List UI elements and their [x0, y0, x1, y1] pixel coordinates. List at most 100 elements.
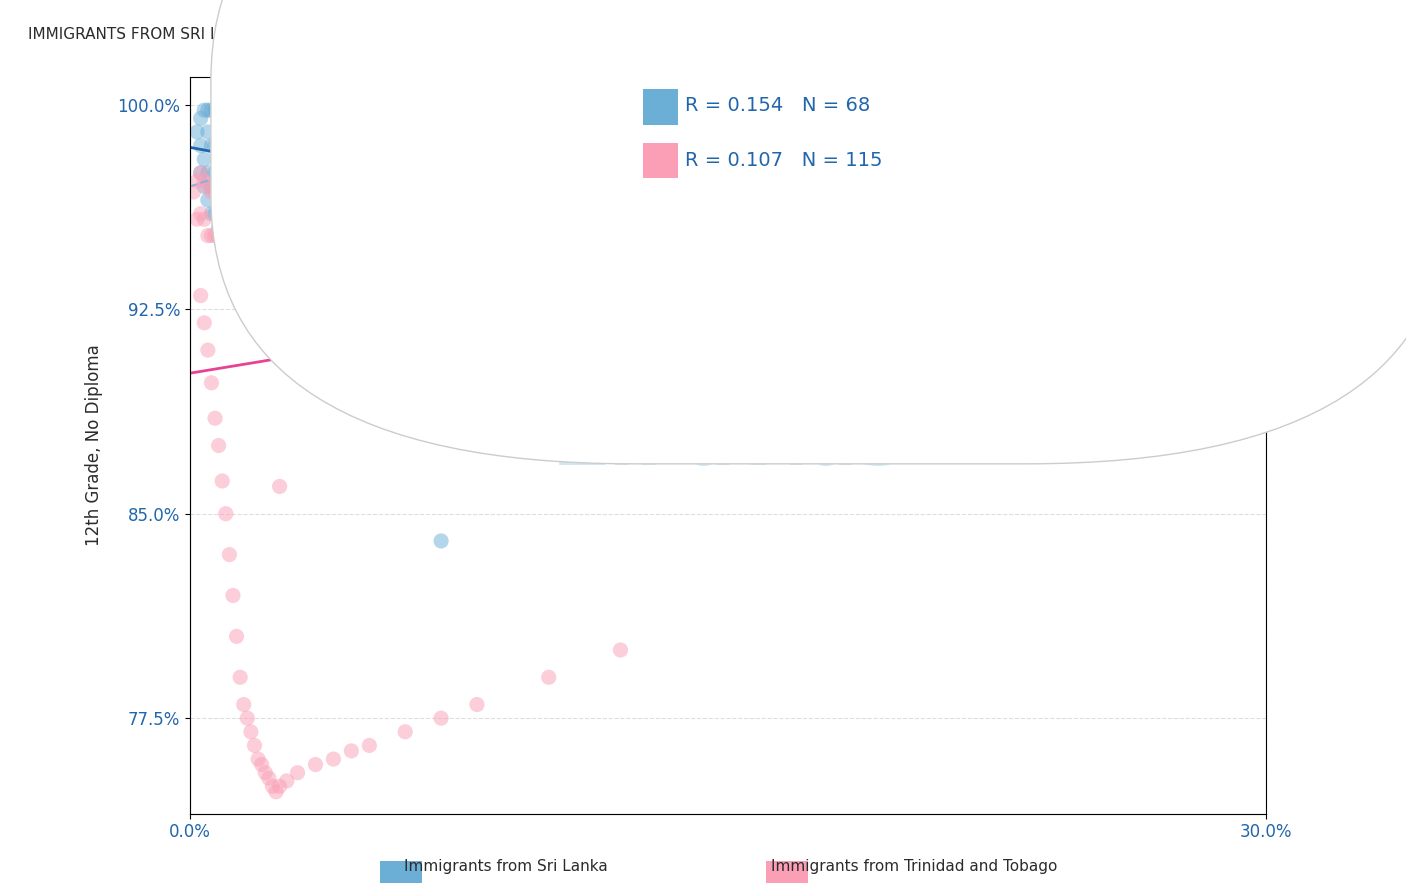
Immigrants from Trinidad and Tobago — [225, 234, 247, 248]
Immigrants from Sri Lanka — [280, 130, 302, 145]
Immigrants from Trinidad and Tobago — [574, 193, 596, 207]
Immigrants from Trinidad and Tobago — [264, 207, 287, 221]
Immigrants from Trinidad and Tobago — [243, 739, 266, 753]
Immigrants from Trinidad and Tobago — [269, 212, 291, 227]
Immigrants from Trinidad and Tobago — [1219, 193, 1241, 207]
Immigrants from Trinidad and Tobago — [340, 744, 363, 758]
Immigrants from Trinidad and Tobago — [211, 474, 233, 488]
Immigrants from Sri Lanka — [215, 179, 238, 194]
Immigrants from Trinidad and Tobago — [229, 234, 252, 248]
Immigrants from Trinidad and Tobago — [193, 316, 215, 330]
Immigrants from Sri Lanka — [193, 103, 215, 117]
Immigrants from Sri Lanka — [301, 130, 323, 145]
Immigrants from Trinidad and Tobago — [236, 193, 259, 207]
Immigrants from Sri Lanka — [200, 207, 222, 221]
Immigrants from Trinidad and Tobago — [250, 207, 273, 221]
Immigrants from Trinidad and Tobago — [207, 438, 229, 452]
Immigrants from Sri Lanka — [200, 179, 222, 194]
Immigrants from Sri Lanka — [322, 130, 344, 145]
Immigrants from Trinidad and Tobago — [197, 228, 219, 243]
Immigrants from Sri Lanka — [308, 130, 330, 145]
Immigrants from Trinidad and Tobago — [254, 212, 277, 227]
Immigrants from Sri Lanka — [236, 174, 259, 188]
Immigrants from Sri Lanka — [190, 166, 212, 180]
Immigrants from Sri Lanka — [239, 133, 262, 147]
Immigrants from Trinidad and Tobago — [215, 507, 238, 521]
Immigrants from Trinidad and Tobago — [465, 698, 488, 712]
Immigrants from Sri Lanka — [343, 130, 366, 145]
Immigrants from Sri Lanka — [207, 138, 229, 153]
Immigrants from Sri Lanka — [207, 193, 229, 207]
Immigrants from Trinidad and Tobago — [232, 193, 254, 207]
Text: R = 0.154   N = 68: R = 0.154 N = 68 — [685, 95, 870, 115]
Immigrants from Trinidad and Tobago — [609, 193, 631, 207]
Immigrants from Sri Lanka — [262, 130, 284, 145]
Immigrants from Trinidad and Tobago — [239, 207, 262, 221]
Immigrants from Trinidad and Tobago — [254, 765, 277, 780]
Immigrants from Sri Lanka — [276, 130, 298, 145]
Immigrants from Sri Lanka — [359, 130, 381, 145]
Immigrants from Trinidad and Tobago — [229, 193, 252, 207]
Immigrants from Sri Lanka — [229, 138, 252, 153]
Immigrants from Trinidad and Tobago — [315, 207, 337, 221]
Immigrants from Trinidad and Tobago — [247, 212, 270, 227]
Immigrants from Sri Lanka — [211, 207, 233, 221]
Immigrants from Sri Lanka — [287, 130, 309, 145]
Immigrants from Sri Lanka — [204, 103, 226, 117]
Immigrants from Trinidad and Tobago — [352, 207, 374, 221]
Immigrants from Sri Lanka — [190, 138, 212, 153]
Immigrants from Trinidad and Tobago — [269, 479, 291, 493]
Immigrants from Trinidad and Tobago — [236, 234, 259, 248]
Y-axis label: 12th Grade, No Diploma: 12th Grade, No Diploma — [86, 344, 103, 547]
Immigrants from Sri Lanka — [211, 138, 233, 153]
Immigrants from Trinidad and Tobago — [681, 193, 703, 207]
Immigrants from Trinidad and Tobago — [186, 174, 208, 188]
Immigrants from Sri Lanka — [271, 133, 294, 147]
Immigrants from Sri Lanka — [197, 166, 219, 180]
Immigrants from Sri Lanka — [207, 103, 229, 117]
Immigrants from Sri Lanka — [229, 174, 252, 188]
Immigrants from Trinidad and Tobago — [969, 193, 991, 207]
Immigrants from Trinidad and Tobago — [537, 198, 560, 212]
Immigrants from Sri Lanka — [207, 166, 229, 180]
Immigrants from Sri Lanka — [190, 112, 212, 126]
Immigrants from Trinidad and Tobago — [304, 757, 326, 772]
Immigrants from Trinidad and Tobago — [204, 411, 226, 425]
Immigrants from Trinidad and Tobago — [1112, 193, 1135, 207]
Immigrants from Sri Lanka — [264, 133, 287, 147]
Immigrants from Sri Lanka — [329, 130, 352, 145]
Immigrants from Trinidad and Tobago — [1076, 193, 1098, 207]
Text: Source: ZipAtlas.com: Source: ZipAtlas.com — [1244, 27, 1378, 40]
Immigrants from Trinidad and Tobago — [183, 185, 205, 199]
Immigrants from Trinidad and Tobago — [276, 212, 298, 227]
Immigrants from Trinidad and Tobago — [225, 193, 247, 207]
Immigrants from Trinidad and Tobago — [236, 711, 259, 725]
Immigrants from Trinidad and Tobago — [190, 288, 212, 302]
Immigrants from Trinidad and Tobago — [1237, 288, 1260, 302]
Immigrants from Trinidad and Tobago — [207, 185, 229, 199]
Immigrants from Trinidad and Tobago — [197, 179, 219, 194]
Immigrants from Trinidad and Tobago — [1147, 193, 1170, 207]
Immigrants from Trinidad and Tobago — [294, 207, 316, 221]
Immigrants from Trinidad and Tobago — [232, 698, 254, 712]
Immigrants from Sri Lanka — [225, 179, 247, 194]
Immigrants from Trinidad and Tobago — [359, 207, 381, 221]
Immigrants from Trinidad and Tobago — [789, 193, 811, 207]
Immigrants from Sri Lanka — [247, 133, 270, 147]
Immigrants from Trinidad and Tobago — [225, 629, 247, 643]
Immigrants from Trinidad and Tobago — [247, 752, 270, 766]
Immigrants from Trinidad and Tobago — [412, 202, 434, 216]
Immigrants from Trinidad and Tobago — [860, 193, 883, 207]
Immigrants from Trinidad and Tobago — [250, 757, 273, 772]
Immigrants from Trinidad and Tobago — [308, 207, 330, 221]
Immigrants from Trinidad and Tobago — [269, 780, 291, 794]
Immigrants from Trinidad and Tobago — [502, 198, 524, 212]
Immigrants from Trinidad and Tobago — [204, 185, 226, 199]
Text: Immigrants from Sri Lanka: Immigrants from Sri Lanka — [405, 859, 607, 874]
Immigrants from Trinidad and Tobago — [204, 228, 226, 243]
Immigrants from Trinidad and Tobago — [932, 193, 955, 207]
Immigrants from Sri Lanka — [197, 193, 219, 207]
Immigrants from Sri Lanka — [336, 130, 359, 145]
Immigrants from Trinidad and Tobago — [394, 724, 416, 739]
Immigrants from Trinidad and Tobago — [336, 207, 359, 221]
